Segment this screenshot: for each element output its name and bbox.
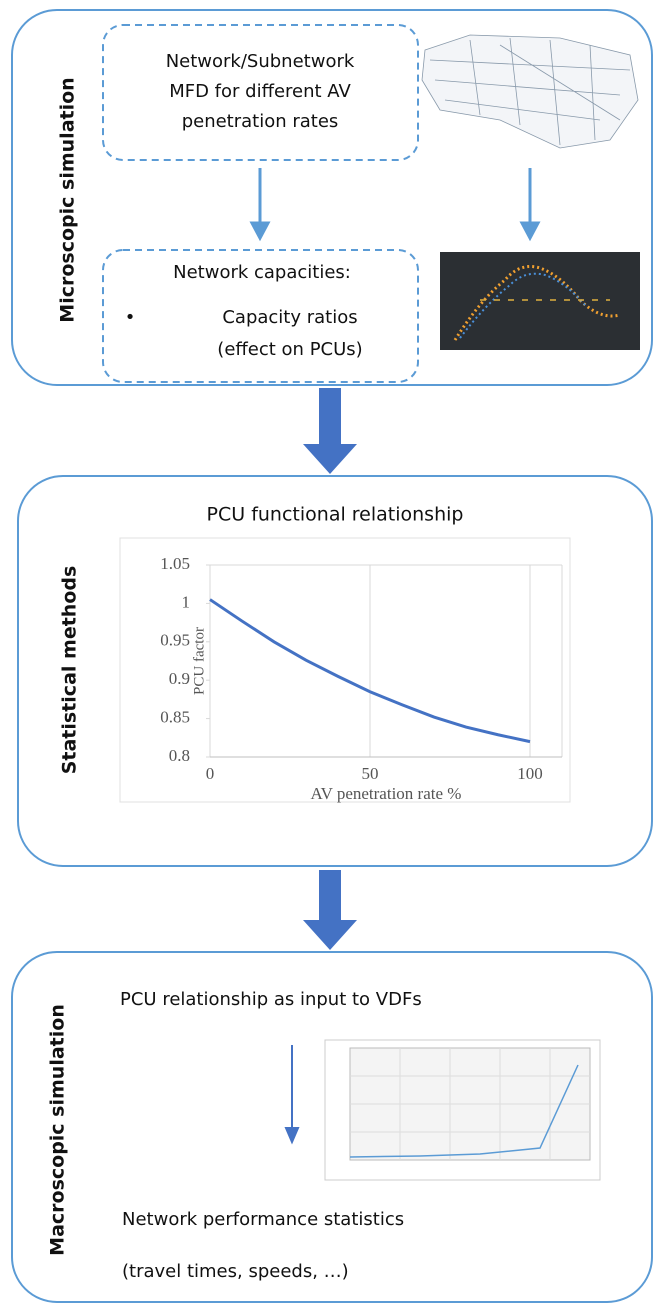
vdf-plot-image — [325, 1040, 600, 1180]
network-map-image — [422, 35, 638, 148]
box-text: Capacity ratios — [222, 307, 357, 328]
x-tick-label: 100 — [517, 764, 543, 783]
y-tick-label: 0.85 — [160, 708, 190, 727]
arrow — [286, 1045, 298, 1142]
panel-label: Statistical methods — [59, 566, 81, 775]
y-tick-label: 1 — [182, 592, 191, 611]
panel-text: (travel times, speeds, …) — [122, 1261, 349, 1282]
flow-arrow — [303, 870, 357, 950]
y-tick-label: 1.05 — [160, 554, 190, 573]
flow-arrow — [303, 388, 357, 474]
panel-label: Macroscopic simulation — [47, 1004, 69, 1256]
panel-title: PCU functional relationship — [207, 504, 464, 526]
x-tick-label: 50 — [362, 764, 379, 783]
y-tick-label: 0.9 — [169, 669, 190, 688]
panel-text: PCU relationship as input to VDFs — [120, 989, 422, 1010]
x-axis-title: AV penetration rate % — [311, 784, 462, 803]
box-text: (effect on PCUs) — [217, 339, 362, 360]
y-tick-label: 0.8 — [169, 746, 190, 765]
mfd-scatter-image — [440, 252, 640, 350]
box-text: MFD for different AV — [169, 81, 351, 102]
box-title: Network capacities: — [173, 262, 351, 283]
box-text: Network/Subnetwork — [166, 51, 355, 72]
box-text: penetration rates — [182, 111, 339, 132]
diagram: Microscopic simulation Network/Subnetwor… — [0, 0, 659, 1311]
y-tick-label: 0.95 — [160, 631, 190, 650]
panel-text: Network performance statistics — [122, 1209, 404, 1230]
x-tick-label: 0 — [206, 764, 215, 783]
arrows — [252, 168, 538, 238]
bullet: • — [125, 307, 136, 328]
panel-label: Microscopic simulation — [57, 77, 79, 322]
y-axis-title: PCU factor — [191, 627, 207, 695]
